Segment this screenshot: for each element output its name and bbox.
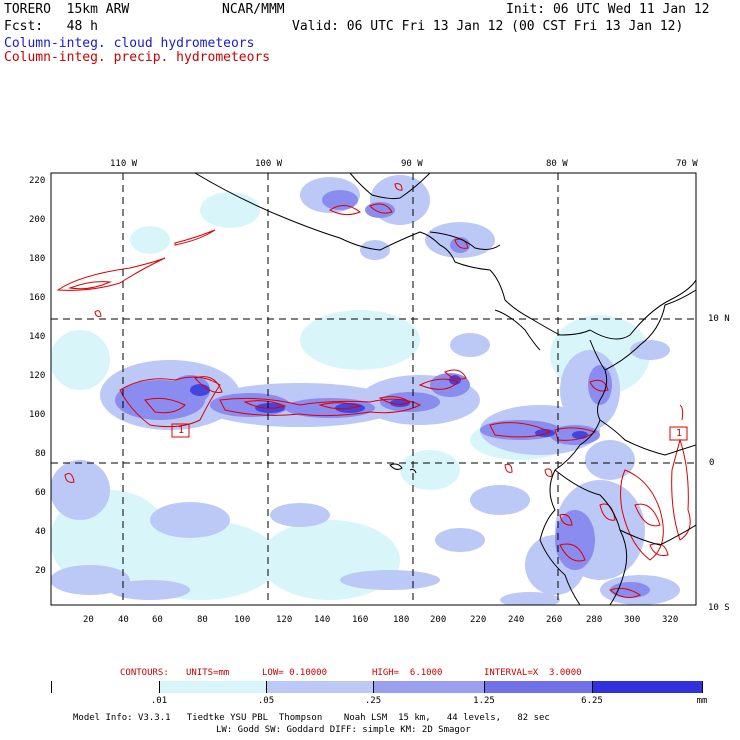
x-tick: 140 [314,615,331,625]
map-frame [50,172,697,606]
x-tick: 160 [352,615,369,625]
y-tick: 180 [29,254,46,264]
lat-label-0: 0 [709,458,715,468]
colorbar-swatch [52,681,160,693]
legend-cloud-hydrometeors: Column-integ. cloud hydrometeors [4,36,255,51]
x-tick: 40 [118,615,129,625]
colorbar-swatch [374,681,485,693]
y-tick: 40 [35,527,46,537]
x-tick: 220 [470,615,487,625]
lat-lon-grid [51,173,696,605]
x-tick: 100 [234,615,251,625]
lon-label-90w: 90 W [401,159,423,169]
x-tick: 320 [662,615,679,625]
organization-label: NCAR/MMM [222,2,285,17]
contours-low: LOW= 0.10000 [262,668,328,678]
model-info-line2: LW: Godd SW: Goddard DIFF: simple KM: 2D… [216,725,471,735]
valid-time: Valid: 06 UTC Fri 13 Jan 12 (00 CST Fri … [292,19,684,34]
init-time: Init: 06 UTC Wed 11 Jan 12 [506,2,710,17]
lat-label-10n: 10 N [708,314,730,324]
colorbar-units: mm [696,696,708,706]
x-tick: 200 [430,615,447,625]
y-tick: 140 [29,332,46,342]
x-tick: 260 [546,615,563,625]
contour-max-box-right [669,426,688,441]
model-info-line1: Model Info: V3.3.1 Tiedtke YSU PBL Thomp… [73,713,550,723]
contours-interval: INTERVAL=X 3.0000 [484,668,582,678]
contours-high: HIGH= 6.1000 [372,668,443,678]
contour-max-label-right: 1 [676,428,683,439]
precip-hydrometeor-contours [56,183,691,599]
colorbar-label: .01 [150,696,168,706]
y-tick: 60 [35,488,46,498]
lon-label-70w: 70 W [676,159,698,169]
x-tick: 300 [624,615,641,625]
y-tick: 120 [29,371,46,381]
coastlines [194,173,696,605]
x-tick: 280 [586,615,603,625]
lon-label-80w: 80 W [546,159,568,169]
lon-label-110w: 110 W [110,159,138,169]
colorbar-label: 1.25 [473,696,495,706]
colorbar-label: 6.25 [581,696,603,706]
colorbar-swatch [267,681,374,693]
colorbar-swatch [485,681,593,693]
colorbar-label: .05 [257,696,275,706]
y-tick: 20 [35,566,46,576]
model-title: TORERO 15km ARW [4,2,130,17]
y-tick: 80 [35,449,46,459]
contours-units: UNITS=mm [186,668,230,678]
legend-precip-hydrometeors: Column-integ. precip. hydrometeors [4,50,271,65]
x-tick: 180 [393,615,410,625]
y-tick: 220 [29,176,46,186]
colorbar-label: .25 [364,696,382,706]
x-tick: 240 [508,615,525,625]
x-tick: 80 [197,615,208,625]
y-tick: 160 [29,293,46,303]
colorbar-swatch [593,681,702,693]
x-tick: 60 [152,615,163,625]
y-tick: 200 [29,215,46,225]
colorbar-swatch [160,681,267,693]
lon-label-100w: 100 W [255,159,283,169]
lat-label-10s: 10 S [708,603,730,613]
contour-max-label-left: 1 [178,425,185,436]
y-tick: 100 [29,410,46,420]
x-tick: 20 [83,615,94,625]
x-tick: 120 [276,615,293,625]
contours-label: CONTOURS: [120,668,169,678]
contour-max-box-left [171,423,190,438]
forecast-hour: Fcst: 48 h [4,19,98,34]
